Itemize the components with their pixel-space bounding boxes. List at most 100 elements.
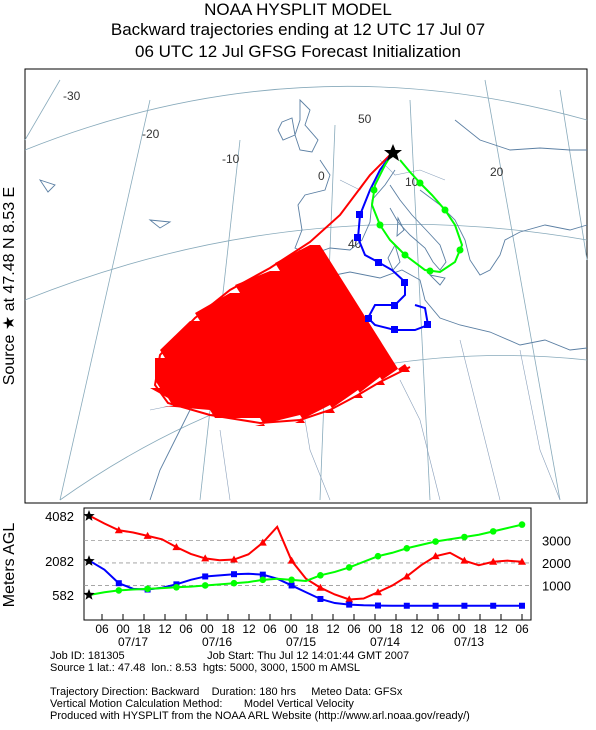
map-panel: -30 -20 -10 0 10 20 50 40 30 bbox=[24, 68, 588, 504]
source-height-label: 2082 bbox=[45, 554, 74, 569]
lon-label-minus10: -10 bbox=[222, 152, 240, 166]
job-id: Job ID: 181305 bbox=[50, 650, 125, 662]
x-tick-label: 12 bbox=[494, 622, 508, 636]
job-start: Job Start: Thu Jul 12 14:01:44 GMT 2007 bbox=[207, 650, 410, 662]
time-axis: 06 00 18 12 06 00 18 12 06 00 18 12 06 00 18 12 06 00 18 12… bbox=[95, 614, 529, 649]
direction-info: Trajectory Direction: Backward Duration:… bbox=[50, 686, 403, 698]
series-point bbox=[345, 595, 354, 603]
source-star-icon bbox=[384, 144, 402, 161]
x-tick-label: 00 bbox=[200, 622, 214, 636]
vertical-motion-info: Vertical Motion Calculation Method: Mode… bbox=[50, 698, 354, 710]
series-point bbox=[432, 538, 439, 545]
series-point bbox=[115, 580, 122, 587]
series-point bbox=[115, 587, 123, 594]
series-point bbox=[403, 602, 410, 609]
y-tick-label: 2000 bbox=[542, 556, 571, 571]
source-star-icon bbox=[83, 510, 95, 521]
x-tick-label: 06 bbox=[179, 622, 193, 636]
lon-label-20: 20 bbox=[490, 165, 504, 179]
source-star-icon bbox=[83, 555, 95, 566]
series-point bbox=[287, 556, 296, 564]
x-tick-label: 06 bbox=[95, 622, 109, 636]
series-point bbox=[230, 579, 238, 587]
series-point bbox=[402, 572, 411, 580]
series-point bbox=[114, 526, 123, 534]
series-line bbox=[89, 515, 523, 601]
x-tick-label: 06 bbox=[263, 622, 277, 636]
series-point bbox=[316, 583, 325, 591]
series-point bbox=[259, 576, 267, 584]
series-point bbox=[375, 602, 381, 609]
x-tick-label: 18 bbox=[389, 622, 403, 636]
x-tick-label: 06 bbox=[515, 622, 529, 636]
x-tick-label: 18 bbox=[305, 622, 319, 636]
series-point bbox=[201, 582, 209, 589]
series-point bbox=[345, 564, 353, 571]
series-point bbox=[519, 602, 525, 609]
series-point bbox=[403, 544, 411, 552]
height-axis-labels: 3000 2000 1000 4082 2082 582 bbox=[45, 509, 571, 603]
series-point bbox=[202, 573, 209, 580]
series-point bbox=[143, 531, 152, 539]
chart-subtitle: Backward trajectories ending at 12 UTC 1… bbox=[110, 20, 486, 39]
chart-title: NOAA HYSPLIT MODEL bbox=[204, 0, 392, 19]
series-point bbox=[144, 585, 151, 593]
series-point bbox=[346, 601, 353, 608]
height-axis-title: Meters AGL bbox=[1, 523, 18, 608]
graticule-labels: -30 -20 -10 0 10 20 50 40 30 bbox=[63, 89, 504, 383]
source-height-label: 4082 bbox=[45, 509, 74, 524]
date-label: 07/15 bbox=[286, 635, 316, 649]
date-label: 07/17 bbox=[118, 635, 148, 649]
series-point bbox=[431, 552, 440, 560]
series-point bbox=[258, 538, 267, 546]
x-tick-label: 12 bbox=[158, 622, 172, 636]
series-point bbox=[317, 595, 324, 602]
init-line: 06 UTC 12 Jul GFSG Forecast Initializati… bbox=[135, 42, 461, 61]
x-tick-label: 12 bbox=[326, 622, 340, 636]
map-trajectory-green bbox=[370, 151, 464, 274]
height-panel: 06 00 18 12 06 00 18 12 06 00 18 12 06 00 18 12 06 00 18 12… bbox=[45, 507, 571, 649]
x-tick-label: 06 bbox=[347, 622, 361, 636]
lon-label-10: 10 bbox=[405, 175, 419, 189]
series-point bbox=[490, 602, 497, 609]
y-tick-label: 1000 bbox=[542, 578, 571, 593]
x-tick-label: 18 bbox=[221, 622, 235, 636]
produced-by: Produced with HYSPLIT from the NOAA ARL … bbox=[50, 710, 470, 722]
x-tick-label: 18 bbox=[137, 622, 151, 636]
lat-label-50: 50 bbox=[358, 112, 372, 126]
series-point bbox=[172, 543, 181, 551]
job-info: Job ID: 181305 Job Start: Thu Jul 12 14:… bbox=[50, 650, 470, 722]
series-point bbox=[230, 555, 238, 563]
series-point bbox=[489, 557, 498, 565]
series-point bbox=[460, 556, 469, 564]
y-tick-label: 3000 bbox=[542, 533, 571, 548]
series-point bbox=[461, 533, 468, 541]
series-point bbox=[317, 572, 324, 579]
x-tick-label: 00 bbox=[116, 622, 130, 636]
x-tick-label: 12 bbox=[410, 622, 424, 636]
series-point bbox=[288, 576, 295, 584]
date-label: 07/13 bbox=[454, 635, 484, 649]
x-tick-label: 12 bbox=[242, 622, 256, 636]
source-label: Source ★ at 47.48 N 8.53 E bbox=[1, 187, 18, 385]
graticule bbox=[24, 79, 588, 501]
series-point bbox=[461, 602, 468, 609]
series-point bbox=[259, 571, 266, 578]
x-tick-label: 00 bbox=[368, 622, 382, 636]
series-point bbox=[518, 557, 526, 565]
x-tick-label: 18 bbox=[473, 622, 487, 636]
lon-label-minus20: -20 bbox=[142, 127, 160, 141]
source-star-icon bbox=[83, 588, 95, 600]
lon-label-minus30: -30 bbox=[63, 89, 81, 103]
date-label: 07/14 bbox=[370, 635, 400, 649]
source-info: Source 1 lat.: 47.48 lon.: 8.53 hgts: 50… bbox=[50, 662, 361, 674]
series-point bbox=[201, 554, 210, 562]
source-height-label: 582 bbox=[52, 588, 74, 603]
map-trajectories bbox=[150, 151, 464, 426]
series-point bbox=[173, 583, 180, 591]
date-label: 07/16 bbox=[202, 635, 232, 649]
series-point bbox=[231, 571, 237, 578]
x-tick-label: 00 bbox=[284, 622, 298, 636]
lon-label-0: 0 bbox=[318, 169, 325, 183]
